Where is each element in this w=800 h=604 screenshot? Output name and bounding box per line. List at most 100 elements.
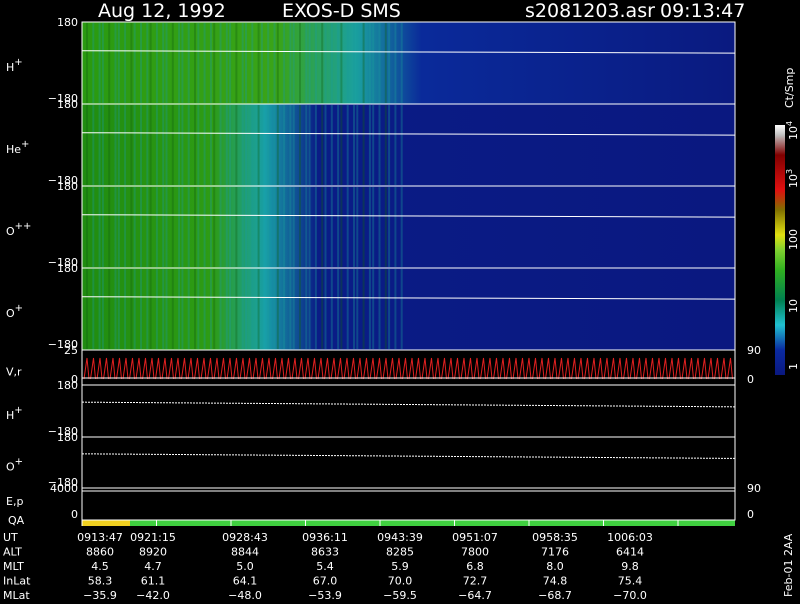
spectro-streak <box>273 187 276 267</box>
spectro-streak <box>289 23 292 103</box>
cell: 1006:03 <box>607 531 653 544</box>
spectro-streak <box>273 105 276 185</box>
spectro-streak <box>114 187 117 267</box>
spectro-streak <box>267 269 270 349</box>
spectro-streak <box>257 187 260 267</box>
cell: 0921:15 <box>130 531 176 544</box>
spectro-streak <box>225 23 228 103</box>
cell: 0928:43 <box>222 531 268 544</box>
spectro-streak <box>368 187 371 267</box>
spectro-streak <box>368 105 371 185</box>
y-tick-label: 180 <box>57 98 78 111</box>
spectro-streak <box>299 23 301 103</box>
cell: 61.1 <box>141 575 166 588</box>
spectro-streak <box>197 23 200 103</box>
panel-label-sup: + <box>14 405 22 416</box>
spectro-streak <box>289 269 292 349</box>
spectro-streak <box>372 105 375 185</box>
spectro-streak <box>117 269 120 349</box>
cell: 8633 <box>311 546 339 559</box>
spectro-streak <box>229 187 232 267</box>
spectro-streak <box>260 187 263 267</box>
spectro-streak <box>337 105 340 185</box>
spectro-streak <box>314 105 317 185</box>
y-tick-label: −180 <box>48 256 78 269</box>
spectro-streak <box>133 187 136 267</box>
spectro-streak <box>155 187 158 267</box>
spectro-streak <box>235 187 238 267</box>
spectro-streak <box>292 23 295 103</box>
spectro-streak <box>187 23 190 103</box>
spectro-streak <box>241 269 244 349</box>
panel-label-text: H <box>6 61 14 74</box>
cell: 8844 <box>231 546 259 559</box>
spectro-streak <box>368 269 371 349</box>
spectro-streak <box>353 105 355 185</box>
spectro-streak <box>257 23 260 103</box>
cell: 5.4 <box>316 560 334 573</box>
panel-label-text: O <box>6 225 15 238</box>
spectro-streak <box>321 105 324 185</box>
spectro-streak <box>292 105 295 185</box>
cell: 4.5 <box>91 560 109 573</box>
spectro-streak <box>353 187 355 267</box>
colorbar-title: Ct/Smp <box>783 68 796 108</box>
spectro-streak <box>353 269 355 349</box>
cell: 75.4 <box>618 575 643 588</box>
spectro-streak <box>257 269 260 349</box>
y-tick-label: −180 <box>48 338 78 351</box>
panel-label-text: E,p <box>6 495 23 508</box>
spectro-streak <box>235 269 238 349</box>
spectro-streak <box>98 269 101 349</box>
velocity-trace <box>83 357 733 380</box>
spectro-streak <box>330 105 333 185</box>
spectro-streak <box>209 23 212 103</box>
spectro-streak <box>229 105 232 185</box>
spectro-streak <box>394 187 397 267</box>
panel-label: O++ <box>6 221 31 238</box>
panel-label-sup: ++ <box>15 221 32 232</box>
spectro-streak <box>378 105 381 185</box>
spectro-streak <box>362 23 365 103</box>
cell: 58.3 <box>88 575 113 588</box>
colorbar-tick-base: 10 <box>787 126 800 140</box>
cell: 74.8 <box>543 575 568 588</box>
cell: 0936:11 <box>302 531 348 544</box>
spectro-streak <box>149 105 152 185</box>
spectro-streak <box>213 23 216 103</box>
spectro-streak <box>117 105 120 185</box>
spectro-streak <box>203 105 206 185</box>
spectro-streak <box>108 105 111 185</box>
y-tick-label: 0 <box>71 373 78 386</box>
spectro-streak <box>146 23 149 103</box>
spectro-streak <box>171 187 174 267</box>
spectro-streak <box>372 269 375 349</box>
spectro-streak <box>245 23 247 103</box>
colorbar-tick-base: 1 <box>787 363 800 370</box>
cell: 0958:35 <box>532 531 578 544</box>
spectro-streak <box>276 105 279 185</box>
panel-label-sup: + <box>21 139 29 150</box>
colorbar-tick-base: 10 <box>787 299 800 313</box>
spectro-streak <box>203 23 206 103</box>
cell: 0943:39 <box>377 531 423 544</box>
spectro-streak <box>330 23 333 103</box>
spectro-streak <box>140 23 142 103</box>
colorbar-tick-label: 100 <box>787 229 800 250</box>
cell: 6414 <box>616 546 644 559</box>
panel-label-sup: + <box>15 303 23 314</box>
spectro-streak <box>114 23 117 103</box>
spectro-streak <box>165 23 168 103</box>
spectro-streak <box>372 23 375 103</box>
spectro-streak <box>209 269 212 349</box>
spectro-streak <box>340 23 343 103</box>
spectro-streak <box>241 105 244 185</box>
spectro-streak <box>181 23 184 103</box>
spectro-streak <box>114 269 117 349</box>
spectro-streak <box>289 105 292 185</box>
spectro-streak <box>165 269 168 349</box>
y-tick-label: 180 <box>57 431 78 444</box>
cell: −53.9 <box>308 589 342 600</box>
y-tick-label: −180 <box>48 425 78 438</box>
panel <box>81 185 736 269</box>
